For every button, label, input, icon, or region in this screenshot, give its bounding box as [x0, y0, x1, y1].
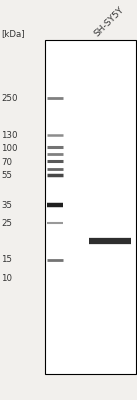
Text: 130: 130	[1, 131, 18, 140]
Text: 25: 25	[1, 218, 12, 228]
Text: 15: 15	[1, 255, 12, 264]
Text: 55: 55	[1, 171, 12, 180]
Text: 250: 250	[1, 94, 18, 103]
Text: 35: 35	[1, 201, 12, 210]
Text: 70: 70	[1, 158, 12, 168]
Text: SH-SY5Y: SH-SY5Y	[92, 5, 125, 38]
Bar	[45, 40, 136, 374]
Text: 100: 100	[1, 144, 18, 153]
Text: [kDa]: [kDa]	[1, 30, 25, 38]
Text: 10: 10	[1, 274, 12, 283]
